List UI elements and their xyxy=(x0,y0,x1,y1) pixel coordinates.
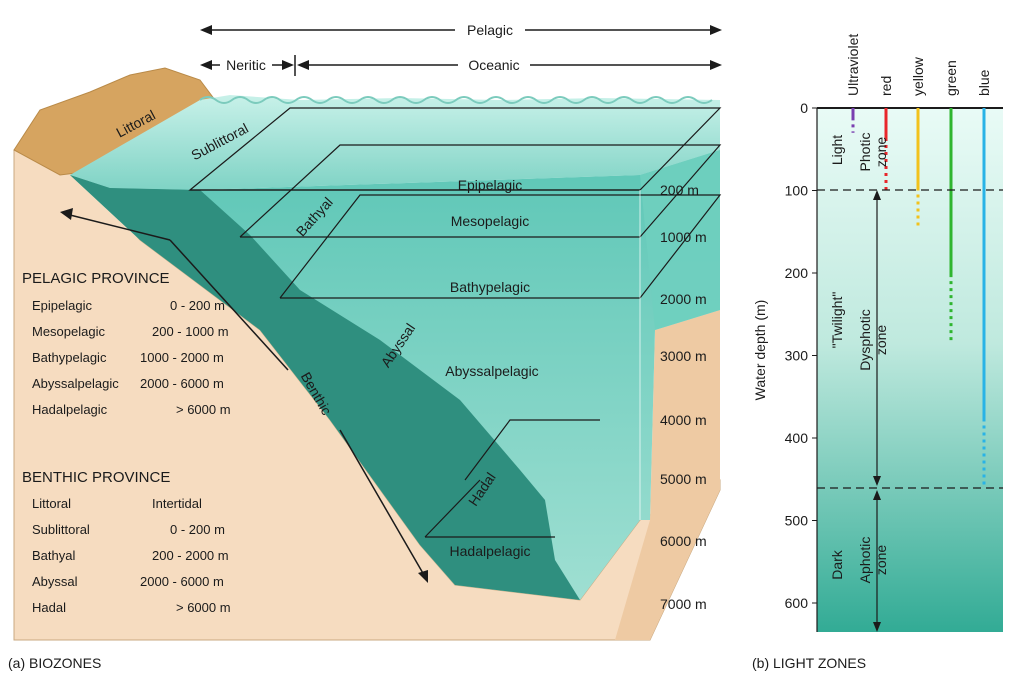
benthic-arrow xyxy=(60,208,428,583)
table-row-range: 0 - 200 m xyxy=(170,522,225,537)
water-surface xyxy=(70,95,720,190)
table-row-name: Abyssalpelagic xyxy=(32,376,119,391)
pelagic-label: Pelagic xyxy=(467,22,513,38)
wavelength-labels: Ultraviolet red yellow green blue xyxy=(845,34,992,96)
caption-light-zones: (b) LIGHT ZONES xyxy=(752,655,866,671)
pelagic-arrow xyxy=(200,25,722,35)
depth-mark: 4000 m xyxy=(660,412,707,428)
wavelength-label-green: green xyxy=(943,60,959,96)
table-row-range: Intertidal xyxy=(152,496,202,511)
pelagic-province-title: PELAGIC PROVINCE xyxy=(22,270,170,287)
dysphotic-zone-label: zone xyxy=(873,325,889,356)
epipelagic-label: Epipelagic xyxy=(458,177,523,193)
photic-label: Photic xyxy=(857,133,873,172)
table-row-name: Abyssal xyxy=(32,574,78,589)
twilight-zone-label: "Twilight" xyxy=(829,292,845,349)
mesopelagic-label: Mesopelagic xyxy=(451,213,530,229)
table-row-name: Epipelagic xyxy=(32,298,92,313)
table-row-name: Hadal xyxy=(32,600,66,615)
depth-mark: 6000 m xyxy=(660,533,707,549)
depth-tick-label: 500 xyxy=(785,513,809,529)
depth-tick-label: 400 xyxy=(785,430,809,446)
pelagic-province-table: PELAGIC PROVINCE Epipelagic 0 - 200 m Me… xyxy=(22,270,231,417)
table-row-name: Mesopelagic xyxy=(32,324,105,339)
table-row-range: 2000 - 6000 m xyxy=(140,376,224,391)
aphotic-label: Aphotic xyxy=(857,537,873,584)
dark-zone-label: Dark xyxy=(829,549,845,580)
table-row-name: Bathypelagic xyxy=(32,350,107,365)
water-column-light xyxy=(817,108,1003,632)
table-row-range: 200 - 2000 m xyxy=(152,548,229,563)
light-zone-label: Light xyxy=(829,135,845,165)
depth-tick-label: 300 xyxy=(785,348,809,364)
table-row-range: 2000 - 6000 m xyxy=(140,574,224,589)
dysphotic-label: Dysphotic xyxy=(857,309,873,370)
table-row-name: Bathyal xyxy=(32,548,75,563)
depth-tick-label: 100 xyxy=(785,183,809,199)
table-row-range: 1000 - 2000 m xyxy=(140,350,224,365)
depth-mark: 1000 m xyxy=(660,229,707,245)
oceanic-label: Oceanic xyxy=(468,57,519,73)
table-row-range: > 6000 m xyxy=(176,600,231,615)
dysphotic-arrow xyxy=(873,190,881,632)
depth-mark: 7000 m xyxy=(660,596,707,612)
abyssalpelagic-label: Abyssalpelagic xyxy=(445,363,538,379)
benthic-province-table: BENTHIC PROVINCE Littoral Intertidal Sub… xyxy=(22,469,231,615)
hadalpelagic-label: Hadalpelagic xyxy=(450,543,531,559)
wavelength-label-ultraviolet: Ultraviolet xyxy=(845,34,861,96)
depth-tick-label: 0 xyxy=(800,100,808,116)
table-row-name: Hadalpelagic xyxy=(32,402,108,417)
light-zones-chart: 0 100 200 300 400 500 600 Ultraviolet red yellow… xyxy=(752,34,1003,632)
neritic-label: Neritic xyxy=(226,57,266,73)
neritic-arrow xyxy=(200,55,296,76)
depth-mark: 5000 m xyxy=(660,471,707,487)
table-row-name: Littoral xyxy=(32,496,71,511)
oceanic-arrow xyxy=(297,60,722,70)
biozones-diagram xyxy=(13,67,722,641)
depth-marks: 200 m 1000 m 2000 m 3000 m 4000 m 5000 m… xyxy=(660,182,707,612)
table-row-range: 200 - 1000 m xyxy=(152,324,229,339)
depth-tick-label: 200 xyxy=(785,265,809,281)
depth-mark: 2000 m xyxy=(660,291,707,307)
wavelength-label-blue: blue xyxy=(976,69,992,96)
depth-planes xyxy=(188,107,722,538)
aphotic-zone-label: zone xyxy=(873,545,889,576)
axis-label: Water depth (m) xyxy=(752,300,768,401)
deep-slope xyxy=(70,175,580,600)
photic-zone-label: zone xyxy=(873,137,889,168)
depth-mark: 3000 m xyxy=(660,348,707,364)
wavelength-label-red: red xyxy=(878,76,894,96)
table-row-range: > 6000 m xyxy=(176,402,231,417)
depth-tick-label: 600 xyxy=(785,595,809,611)
wavelength-rays xyxy=(851,108,986,488)
benthic-province-title: BENTHIC PROVINCE xyxy=(22,469,170,486)
depth-mark: 200 m xyxy=(660,182,699,198)
caption-biozones: (a) BIOZONES xyxy=(8,655,101,671)
table-row-range: 0 - 200 m xyxy=(170,298,225,313)
sediment-side xyxy=(615,310,720,640)
table-row-name: Sublittoral xyxy=(32,522,90,537)
bathypelagic-label: Bathypelagic xyxy=(450,279,530,295)
wavelength-label-yellow: yellow xyxy=(910,56,926,96)
depth-ticks: 0 100 200 300 400 500 600 xyxy=(785,100,817,611)
wave-crests xyxy=(199,96,713,104)
